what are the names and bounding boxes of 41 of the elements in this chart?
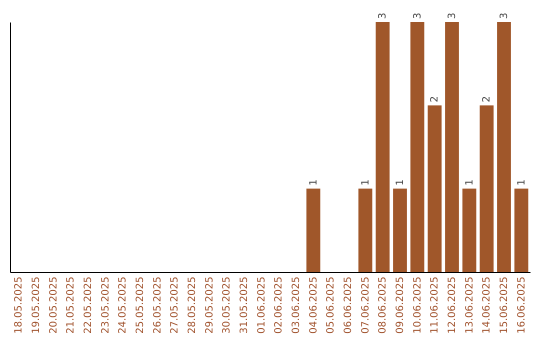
x-tick-label: 27.05.2025: [170, 276, 181, 334]
x-tick-label: 23.05.2025: [100, 276, 112, 334]
x-tick-label: 22.05.2025: [83, 276, 94, 334]
x-tick-label: 29.05.2025: [204, 276, 216, 334]
x-tick-label: 14.06.2025: [482, 276, 493, 334]
data-label: 2: [430, 96, 441, 102]
x-tick-label: 15.06.2025: [499, 276, 510, 334]
data-label: 1: [464, 179, 476, 186]
x-tick-label: 05.06.2025: [326, 276, 337, 334]
x-tick-label: 18.05.2025: [14, 276, 25, 334]
data-label: 2: [482, 96, 493, 102]
x-tick-label: 02.06.2025: [274, 276, 285, 334]
data-label: 3: [499, 12, 510, 19]
x-tick-label: 08.06.2025: [378, 276, 389, 334]
x-tick-label: 13.06.2025: [464, 276, 476, 334]
x-tick-label: 31.05.2025: [239, 276, 250, 334]
data-label: 3: [412, 12, 424, 19]
data-label: 3: [378, 12, 389, 19]
x-tick-label: 21.05.2025: [66, 276, 77, 334]
data-label: 1: [516, 179, 528, 186]
x-tick-label: 04.06.2025: [308, 276, 320, 334]
data-label: 1: [360, 179, 372, 186]
data-label: 3: [447, 12, 458, 19]
x-tick-label: 25.05.2025: [135, 276, 146, 334]
x-tick-label: 19.05.2025: [31, 276, 42, 334]
x-tick-label: 28.05.2025: [187, 276, 198, 334]
x-tick-label: 26.05.2025: [152, 276, 164, 334]
x-tick-label: 24.05.2025: [118, 276, 129, 334]
x-tick-label: 03.06.2025: [291, 276, 302, 334]
x-tick-label: 07.06.2025: [360, 276, 372, 334]
x-tick-label: 16.06.2025: [516, 276, 528, 334]
x-tick-label: 20.05.2025: [48, 276, 60, 334]
x-tick-label: 09.06.2025: [395, 276, 406, 334]
x-tick-label: 11.06.2025: [430, 276, 441, 334]
x-tick-label: 06.06.2025: [343, 276, 354, 334]
x-tick-label: 10.06.2025: [412, 276, 424, 334]
x-tick-label: 01.06.2025: [256, 276, 268, 334]
x-tick-label: 12.06.2025: [447, 276, 458, 334]
data-label: 1: [308, 179, 320, 186]
x-tick-label: 30.05.2025: [222, 276, 233, 334]
data-label: 1: [395, 179, 406, 186]
